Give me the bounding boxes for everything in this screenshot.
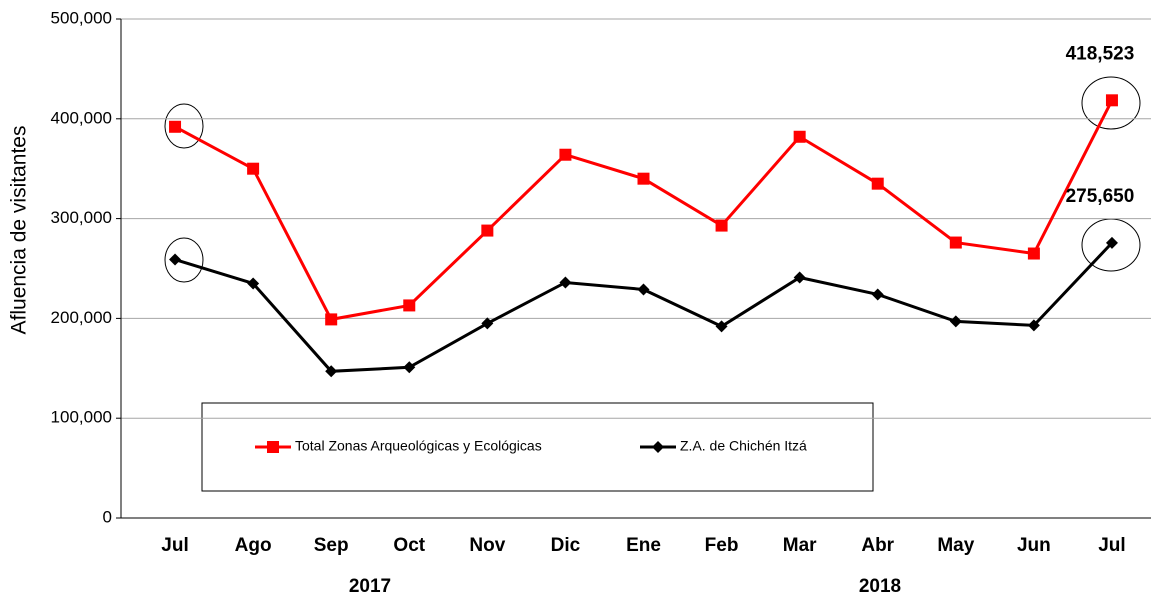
legend-box [201, 402, 874, 492]
highlight-circle [1081, 76, 1141, 130]
data-label: 275,650 [1066, 186, 1135, 207]
y-axis-label: Afluencia de visitantes [8, 126, 31, 335]
marker [403, 361, 416, 374]
y-tick-label: 300,000 [51, 208, 112, 227]
marker [403, 299, 416, 312]
marker [247, 162, 260, 175]
x-tick-label: Abr [861, 535, 894, 556]
marker [949, 315, 962, 328]
marker [1105, 236, 1118, 249]
highlight-circle [164, 237, 204, 283]
marker [1027, 247, 1040, 260]
marker [169, 253, 182, 266]
y-tick-label: 100,000 [51, 408, 112, 427]
marker [267, 441, 279, 453]
marker [1027, 319, 1040, 332]
marker [1105, 94, 1118, 107]
legend-label: Total Zonas Arqueológicas y Ecológicas [295, 438, 542, 454]
y-tick-label: 200,000 [51, 308, 112, 327]
x-tick-label: Ene [626, 535, 661, 556]
year-label: 2017 [349, 576, 391, 597]
x-tick-label: Ago [235, 535, 272, 556]
marker [793, 271, 806, 284]
highlight-circle [164, 103, 204, 149]
marker [871, 288, 884, 301]
marker [247, 277, 260, 290]
marker [949, 236, 962, 249]
x-tick-label: Dic [551, 535, 581, 556]
marker [169, 120, 182, 133]
marker [325, 365, 338, 378]
x-tick-label: Jun [1017, 535, 1051, 556]
x-tick-label: Feb [705, 535, 739, 556]
marker [715, 320, 728, 333]
marker [715, 219, 728, 232]
x-tick-label: Sep [314, 535, 349, 556]
x-tick-label: Mar [783, 535, 817, 556]
marker [637, 283, 650, 296]
x-tick-label: Nov [469, 535, 505, 556]
legend-label: Z.A. de Chichén Itzá [680, 438, 807, 454]
y-tick-label: 400,000 [51, 108, 112, 127]
marker [652, 441, 664, 453]
x-tick-label: Oct [393, 535, 425, 556]
x-tick-label: Jul [161, 535, 188, 556]
marker [871, 177, 884, 190]
marker [637, 172, 650, 185]
year-label: 2018 [859, 576, 901, 597]
marker [481, 317, 494, 330]
marker [559, 148, 572, 161]
x-tick-label: May [937, 535, 974, 556]
marker [325, 313, 338, 326]
y-tick-label: 500,000 [51, 8, 112, 27]
marker [481, 224, 494, 237]
y-tick-label: 0 [103, 507, 112, 526]
series-line [174, 241, 1114, 373]
marker [793, 130, 806, 143]
data-label: 418,523 [1066, 43, 1135, 64]
x-tick-label: Jul [1098, 535, 1125, 556]
marker [559, 276, 572, 289]
